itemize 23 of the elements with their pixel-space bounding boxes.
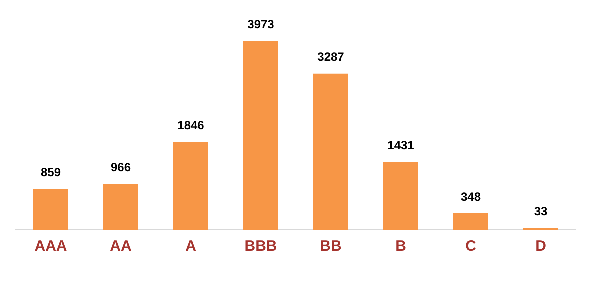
bar xyxy=(174,142,208,230)
x-tick-label: C xyxy=(466,238,477,256)
x-tick-label: AA xyxy=(110,238,132,256)
data-label: 3287 xyxy=(318,50,345,64)
x-tick-label: AAA xyxy=(34,238,68,256)
bar xyxy=(454,213,488,230)
x-tick-label: D xyxy=(536,238,547,256)
data-label: 348 xyxy=(460,190,482,204)
data-label: 1431 xyxy=(388,138,415,152)
data-label: 33 xyxy=(534,204,548,219)
bar xyxy=(34,189,68,230)
bar xyxy=(314,74,348,230)
data-label: 1846 xyxy=(178,118,205,133)
x-tick-label: BB xyxy=(320,238,342,256)
x-tick-label: A xyxy=(186,238,197,256)
data-label: 859 xyxy=(40,166,62,180)
bar xyxy=(384,162,418,230)
x-tick-label: B xyxy=(396,238,407,256)
data-label: 966 xyxy=(110,160,132,174)
data-label: 3973 xyxy=(248,18,275,32)
bar xyxy=(244,41,278,230)
x-tick-label: BBB xyxy=(244,238,278,256)
bar xyxy=(104,184,138,230)
